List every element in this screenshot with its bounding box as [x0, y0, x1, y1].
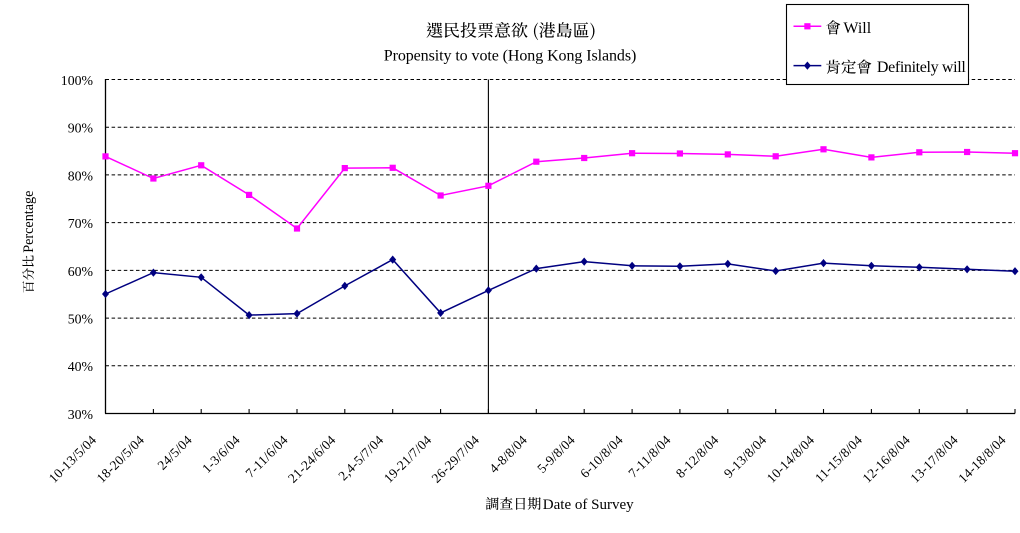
- svg-text:10-13/5/04: 10-13/5/04: [46, 432, 100, 486]
- svg-text:Propensity to vote (Hong Kong: Propensity to vote (Hong Kong Islands): [384, 47, 637, 64]
- svg-text:1-3/6/04: 1-3/6/04: [199, 432, 243, 476]
- svg-text:12-16/8/04: 12-16/8/04: [859, 432, 913, 486]
- svg-text:7-11/6/04: 7-11/6/04: [242, 432, 290, 480]
- svg-text:10-14/8/04: 10-14/8/04: [764, 432, 818, 486]
- svg-text:2,4-5/7/04: 2,4-5/7/04: [335, 432, 386, 483]
- svg-text:30%: 30%: [68, 407, 94, 422]
- svg-text:4-8/8/04: 4-8/8/04: [486, 432, 530, 476]
- svg-text:Will: Will: [843, 20, 871, 37]
- svg-text:21-24/6/04: 21-24/6/04: [285, 432, 339, 486]
- svg-text:Definitely will: Definitely will: [877, 59, 966, 76]
- svg-text:7-11/8/04: 7-11/8/04: [625, 432, 673, 480]
- svg-text:24/5/04: 24/5/04: [154, 432, 195, 473]
- svg-text:Percentage: Percentage: [21, 191, 37, 253]
- svg-text:14-18/8/04: 14-18/8/04: [955, 432, 1009, 486]
- svg-text:70%: 70%: [68, 216, 94, 231]
- svg-text:11-15/8/04: 11-15/8/04: [812, 432, 865, 485]
- svg-text:13-17/8/04: 13-17/8/04: [907, 432, 961, 486]
- svg-text:9-13/8/04: 9-13/8/04: [721, 432, 770, 481]
- svg-text:18-20/5/04: 18-20/5/04: [94, 432, 148, 486]
- svg-text:5-9/8/04: 5-9/8/04: [534, 432, 578, 476]
- svg-text:100%: 100%: [61, 73, 94, 88]
- svg-text:Date of Survey: Date of Survey: [543, 497, 634, 513]
- svg-text:50%: 50%: [68, 312, 94, 327]
- svg-text:80%: 80%: [68, 168, 94, 183]
- svg-text:26-29/7/04: 26-29/7/04: [429, 432, 483, 486]
- svg-text:8-12/8/04: 8-12/8/04: [673, 432, 722, 481]
- svg-text:60%: 60%: [68, 264, 94, 279]
- svg-text:90%: 90%: [68, 121, 94, 136]
- svg-text:6-10/8/04: 6-10/8/04: [577, 432, 626, 481]
- svg-text:40%: 40%: [68, 359, 94, 374]
- svg-text:19-21/7/04: 19-21/7/04: [381, 432, 435, 486]
